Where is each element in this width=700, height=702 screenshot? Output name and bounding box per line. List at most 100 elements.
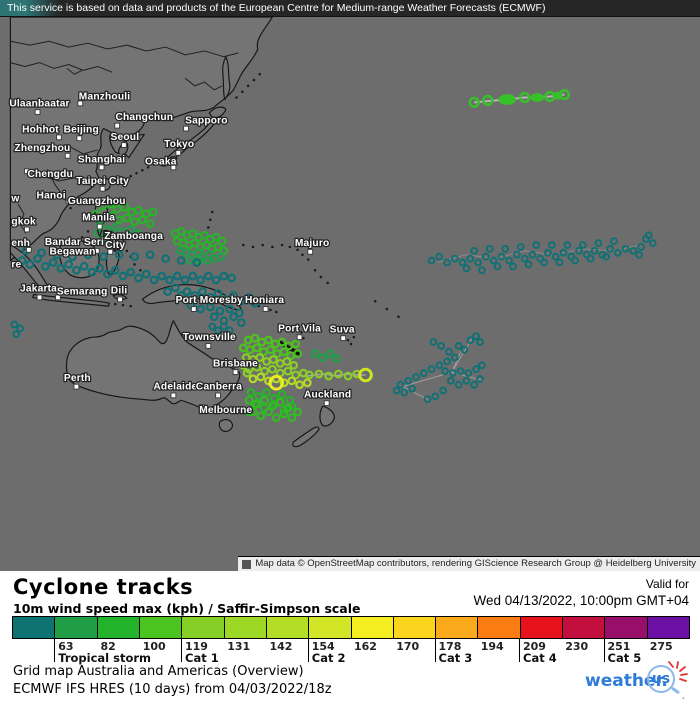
cyclone-point-southpacific-teal <box>448 369 457 377</box>
cyclone-point-coral-sea-lime-a <box>289 360 299 370</box>
cyclone-point-coral-sea-south-green <box>244 407 254 417</box>
cyclone-point-png-north-teal <box>190 291 200 300</box>
city-label-shanghai: Shanghai <box>78 155 125 166</box>
cyclone-point-tasman-green <box>275 397 285 407</box>
cyclone-point-manila-seagreen <box>101 233 110 242</box>
island-dot <box>69 206 72 210</box>
cyclone-point-png-north-teal <box>225 304 235 314</box>
island-dot <box>252 78 256 82</box>
cyclone-point-philippines-east-seagreen <box>203 256 212 265</box>
cyclone-point-philippines-east-green <box>176 227 186 236</box>
cyclone-point-southpacific-teal <box>454 342 463 350</box>
cyclone-point-indonesia-teal-band <box>79 261 89 271</box>
cyclone-point-southpacific-teal <box>447 376 455 385</box>
scale-tick-value: 82 <box>100 640 116 653</box>
cyclone-point-east-chain-lime <box>333 369 343 379</box>
cyclone-point-coral-sea-south-green <box>246 388 256 397</box>
cyclone-point-coral-sea-south-green <box>277 390 287 399</box>
cyclone-point-east-chain-lime <box>314 369 324 379</box>
island-dot <box>129 304 132 308</box>
cyclone-point-manila-seagreen <box>134 229 143 238</box>
city-marker <box>117 296 123 303</box>
borders-rivers <box>10 40 239 234</box>
cyclone-point-manila-green <box>99 213 108 223</box>
cyclone-point-midpacific-teal-band <box>586 254 595 263</box>
city-marker <box>77 100 84 107</box>
cyclone-point-midpacific-teal-band <box>466 254 475 263</box>
scale-category-label: Cat 4 <box>523 651 557 665</box>
cyclone-point-midpacific-teal-band <box>648 239 657 247</box>
cyclone-point-indonesia-teal-band <box>17 256 27 265</box>
cyclone-point-indonesia-teal-band <box>165 275 174 285</box>
storm-name-label: VE <box>97 228 109 238</box>
island-dot <box>121 303 125 307</box>
cyclone-point-southpacific-teal <box>454 380 463 389</box>
cyclone-point-midpacific-teal-band <box>497 252 506 261</box>
cyclone-point-indonesia-teal-band <box>33 254 42 263</box>
island-dot <box>80 235 84 239</box>
cyclone-point-philippines-east-green <box>200 230 209 240</box>
cyclone-point-coral-sea-lime-b <box>291 370 301 380</box>
cyclone-point-midpacific-teal-band <box>578 241 587 249</box>
scale-tick-value: 194 <box>480 640 504 653</box>
cyclone-point-indonesia-teal-band <box>87 267 97 277</box>
cyclone-point-philippines-east-green <box>202 240 211 250</box>
cyclone-point-coral-sea-yellowgreen <box>279 378 289 388</box>
city-marker <box>190 306 197 312</box>
cyclone-point-midpacific-teal-band <box>485 245 494 253</box>
cyclone-point-southpacific-teal <box>443 357 451 366</box>
cyclone-point-tasman-green <box>260 395 269 405</box>
city-marker <box>107 248 114 255</box>
cyclone-point-indonesia-teal-band <box>99 252 108 262</box>
cyclone-highlight <box>268 375 285 391</box>
cyclone-point-indonesia-teal-band <box>114 250 124 260</box>
island-dot <box>301 253 304 256</box>
cyclone-point-tasman-green <box>271 413 281 423</box>
cyclone-point-png-north-teal <box>209 312 219 322</box>
city-marker <box>93 247 100 254</box>
city-marker <box>98 164 105 171</box>
cyclone-point-tasman-green <box>244 395 254 405</box>
cyclone-point-west-australia-teal <box>16 324 25 333</box>
cyclone-map[interactable]: VE Ulaanbaatar Manzhouli Changchun Sapporo Ho… <box>0 17 700 571</box>
city-label-w: w <box>10 193 19 204</box>
cyclone-point-png-north-teal <box>213 289 223 298</box>
city-label-auckland: Auckland <box>304 389 351 400</box>
city-marker <box>170 392 177 399</box>
cyclone-point-coral-sea-bright <box>264 335 273 345</box>
cyclone-point-southpacific-teal <box>392 386 401 395</box>
city-label-hohhot: Hohhot <box>22 124 59 135</box>
city-marker <box>36 294 43 301</box>
cyclone-point-png-north-teal <box>235 308 244 318</box>
cyclone-point-coral-sea-lime-b <box>283 366 293 376</box>
scale-tick-value: 178 <box>438 640 462 653</box>
cyclone-point-manila-green <box>106 211 116 221</box>
attribution-text: Map data © OpenStreetMap contributors, r… <box>255 558 696 569</box>
cyclone-point-midpacific-teal-band <box>567 252 576 261</box>
cyclone-point-coral-sea-lime-a <box>275 359 285 368</box>
city-marker <box>205 342 212 349</box>
cyclone-point-manila-green <box>148 207 158 217</box>
cyclone-point-southpacific-teal <box>441 367 449 376</box>
island-dot <box>326 281 329 285</box>
cyclone-point-indonesia-teal-band <box>149 275 159 285</box>
weather-us-logo[interactable]: weather. us . <box>585 661 690 702</box>
scale-cell <box>393 617 436 638</box>
valid-for-label: Valid for <box>645 577 689 591</box>
city-marker <box>183 125 189 132</box>
city-label-semarang: Semarang <box>57 286 108 297</box>
city-label-suva: Suva <box>330 324 355 335</box>
legend-panel: Cyclone tracks 10m wind speed max (kph) … <box>0 571 700 702</box>
island-dot <box>251 245 255 249</box>
cyclone-point-southpacific-teal <box>437 342 446 350</box>
cyclone-point-indonesia-teal-band <box>172 271 182 281</box>
cyclone-point-midpacific-teal-band <box>582 250 591 259</box>
cyclone-point-tasman-green <box>279 409 289 419</box>
cyclone-point-northpacific-green-track <box>519 91 531 104</box>
scale-cell <box>13 617 55 638</box>
cyclone-point-manila-seagreen <box>118 227 128 236</box>
cyclone-blob <box>498 94 516 105</box>
cyclone-point-coral-sea-yellowgreen <box>295 380 304 390</box>
island-dot <box>261 243 264 247</box>
cyclone-point-midpacific-teal-band <box>551 252 560 261</box>
